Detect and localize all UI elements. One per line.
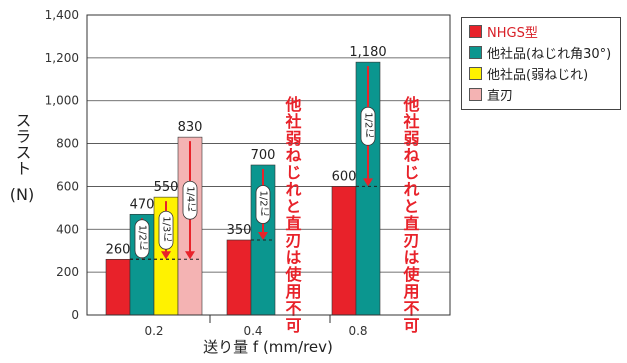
legend-item: 他社品(弱ねじれ) (462, 63, 620, 84)
plot-frame (86, 14, 451, 316)
data-label: 830 (178, 120, 203, 135)
legend-label: 直刃 (487, 89, 514, 104)
reduction-arrow-head (363, 178, 373, 187)
legend-swatch (469, 67, 482, 80)
y-tick-label: 800 (56, 137, 79, 151)
legend-item: 直刃 (462, 84, 620, 105)
data-label: 1,180 (349, 45, 386, 60)
y-tick-label: 1,200 (45, 51, 79, 65)
x-tick-label: 0.2 (144, 324, 163, 338)
legend-swatch (469, 46, 482, 59)
y-tick-label: 400 (56, 222, 79, 236)
ratio-badge (158, 210, 174, 250)
reduction-arrow-head (185, 251, 195, 260)
legend-swatch (469, 25, 482, 38)
ratio-badge (360, 106, 376, 146)
legend-item: 他社品(ねじれ角30°) (462, 42, 620, 63)
x-axis-label: 送り量 f (mm/rev) (203, 338, 333, 356)
reduction-arrow-head (161, 251, 171, 260)
bar (226, 239, 252, 316)
bar (331, 186, 357, 316)
y-axis-unit: (N) (10, 185, 34, 204)
legend-label: 他社品(弱ねじれ) (487, 68, 589, 83)
ratio-label: 1/2に (258, 191, 269, 217)
legend-label: 他社品(ねじれ角30°) (487, 47, 612, 62)
reduction-arrow-head (258, 232, 268, 240)
legend: NHGS型他社品(ねじれ角30°) 他社品(弱ねじれ) 直刃 (461, 17, 621, 110)
annotations: 1/2に 1/3に 1/4に 1/2に 1/2に 他社弱ねじれと直刃は使用不可 他社弱ねじれ… (130, 66, 421, 334)
y-axis-label-main: スラスト (13, 112, 32, 176)
legend-swatch (469, 88, 482, 101)
legend-label: NHGS型 (487, 26, 538, 41)
y-tick-label: 1,000 (45, 94, 79, 108)
ratio-label: 1/2に (137, 225, 148, 251)
data-label: 350 (227, 223, 252, 238)
ratio-badge (255, 185, 271, 224)
bar (105, 258, 131, 316)
y-tick-label: 200 (56, 265, 79, 279)
ratio-label: 1/3に (161, 216, 172, 242)
data-label: 550 (154, 180, 179, 195)
ratio-badge (134, 219, 150, 259)
legend-item: NHGS型 (462, 21, 620, 42)
ratio-label: 1/4に (185, 186, 196, 212)
x-tick-label: 0.4 (243, 324, 262, 338)
ratio-badge (182, 180, 198, 220)
bars: 260 470 550 830 350 700 600 1,180 (105, 45, 387, 316)
data-label: 600 (332, 169, 357, 184)
data-label: 260 (106, 242, 131, 257)
x-tick-label: 0.8 (348, 324, 367, 338)
y-tick-label: 0 (71, 308, 79, 322)
data-label: 470 (130, 197, 155, 212)
data-label: 700 (251, 148, 276, 163)
ratio-label: 1/2に (363, 112, 374, 138)
axes: 0 200 400 600 800 1,000 1,200 1,400 0.2 0.4 0.8 (N)… (10, 8, 451, 356)
y-tick-label: 1,400 (45, 8, 79, 22)
y-tick-label: 600 (56, 179, 79, 193)
unusable-note: 他社弱ねじれと直刃は使用不可 (283, 95, 303, 334)
unusable-note: 他社弱ねじれと直刃は使用不可 (401, 95, 421, 334)
